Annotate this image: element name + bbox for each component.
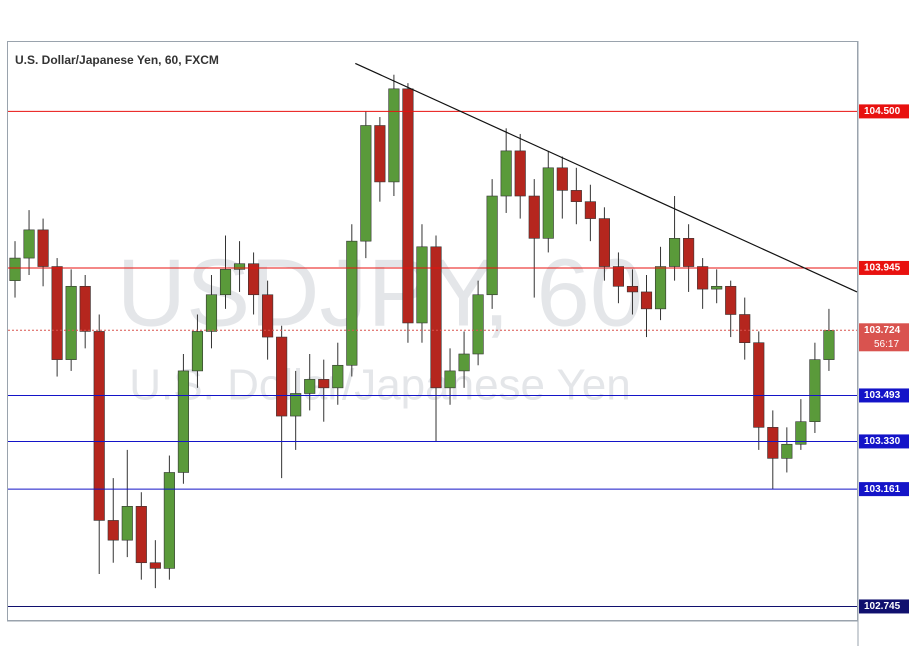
candle-body <box>795 421 807 445</box>
candle-body <box>9 257 21 281</box>
candle-body <box>219 269 232 296</box>
candle-body <box>669 238 681 267</box>
candle-body <box>290 393 302 417</box>
candle-body <box>781 443 793 459</box>
level-label: 104.500 <box>864 106 901 117</box>
candle-body <box>79 285 91 332</box>
candle-body <box>697 266 709 290</box>
candle-body <box>542 167 554 239</box>
candle-body <box>65 285 77 360</box>
labels: 104.500 103.945 103.493 103.330 103.161 102.7… <box>859 104 909 614</box>
level-label: 103.493 <box>864 390 901 401</box>
candle-body <box>683 238 695 267</box>
candle-body <box>248 263 260 296</box>
candle-body <box>149 562 161 569</box>
candle-body <box>177 370 189 473</box>
candle-body <box>654 266 667 310</box>
candle-body <box>107 520 119 541</box>
marks <box>8 62 858 607</box>
candle-body <box>809 359 821 422</box>
candle-body <box>500 150 512 197</box>
price-label: 103.724 <box>864 325 901 336</box>
candle-body <box>739 314 751 344</box>
candle-body <box>163 472 175 569</box>
level-label-bg <box>859 260 909 275</box>
candle-body <box>514 150 526 197</box>
level-label-bg <box>859 482 909 497</box>
candle-body <box>584 201 596 219</box>
watermark: U.S. Dollar/Japanese Yen <box>129 361 630 410</box>
level-label-bg <box>859 434 909 449</box>
candle-body <box>23 229 35 259</box>
candle-body <box>374 125 386 183</box>
candle-body <box>191 331 204 372</box>
candle-body <box>570 190 582 202</box>
candle-body <box>51 266 63 360</box>
candle-body <box>472 294 484 355</box>
level-label-bg <box>859 104 909 119</box>
candle-body <box>598 218 610 267</box>
candle-body <box>388 88 400 183</box>
level-label: 103.945 <box>864 263 901 274</box>
candle-body <box>823 329 835 360</box>
candle-body <box>93 331 105 521</box>
candle-body <box>486 195 498 296</box>
level-label: 103.330 <box>864 436 901 447</box>
level-label-bg <box>859 599 909 614</box>
candle-body <box>711 285 723 290</box>
candle-body <box>233 263 246 270</box>
candle-body <box>346 240 358 366</box>
trendline <box>355 62 858 293</box>
candle-body <box>276 336 288 417</box>
candle-body <box>458 353 470 372</box>
candle-body <box>135 506 147 564</box>
candle-body <box>725 285 737 315</box>
candle-body <box>528 195 540 239</box>
candle-body <box>304 379 316 394</box>
candle-body <box>640 291 653 310</box>
candle-body <box>626 285 639 293</box>
candle-body <box>767 427 779 459</box>
candle-body <box>37 229 49 267</box>
countdown: 56:17 <box>874 339 899 350</box>
watermark-group: USDJPY, 60 U.S. Dollar/Japanese Yen <box>117 239 644 409</box>
candle-body <box>402 88 414 324</box>
candle-body <box>753 342 765 428</box>
candle-body <box>430 246 442 389</box>
chart-title: U.S. Dollar/Japanese Yen, 60, FXCM <box>15 53 219 67</box>
candle-body <box>262 294 274 338</box>
candle-body <box>121 506 133 541</box>
candle-body <box>612 266 625 287</box>
candle-body <box>318 379 330 389</box>
level-label-bg <box>859 388 909 403</box>
candle-body <box>332 364 344 389</box>
watermark: USDJPY, 60 <box>117 239 644 346</box>
candle-body <box>556 167 568 191</box>
candle-body <box>416 246 428 324</box>
candle-body <box>360 125 372 242</box>
price-label-bg <box>859 323 909 352</box>
candle-body <box>444 370 456 389</box>
level-label: 103.161 <box>864 484 901 495</box>
candle-body <box>205 294 218 332</box>
level-label: 102.745 <box>864 601 901 612</box>
